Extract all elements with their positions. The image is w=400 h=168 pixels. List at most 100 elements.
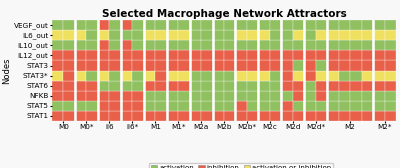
Bar (258, 60, 270, 71)
Bar (52, 20, 64, 30)
Bar (109, 71, 121, 81)
Bar (270, 71, 281, 81)
Bar (316, 101, 327, 111)
Bar (384, 101, 396, 111)
Bar (281, 60, 293, 71)
Bar (52, 101, 64, 111)
Bar (224, 40, 236, 50)
Bar (52, 91, 64, 101)
Bar (362, 20, 373, 30)
Bar (236, 20, 247, 30)
Bar (167, 60, 178, 71)
Bar (316, 91, 327, 101)
Bar (155, 30, 167, 40)
Bar (247, 50, 258, 60)
Bar (144, 20, 155, 30)
Bar (327, 91, 339, 101)
Bar (316, 81, 327, 91)
Bar (339, 111, 350, 121)
Bar (293, 71, 304, 81)
Bar (132, 60, 144, 71)
Bar (304, 71, 316, 81)
Bar (316, 71, 327, 81)
Bar (339, 71, 350, 81)
Bar (327, 30, 339, 40)
Bar (236, 60, 247, 71)
Bar (52, 50, 64, 60)
Bar (384, 40, 396, 50)
Bar (224, 81, 236, 91)
Bar (121, 101, 132, 111)
Bar (350, 20, 362, 30)
Bar (362, 60, 373, 71)
Bar (304, 20, 316, 30)
Bar (52, 40, 64, 50)
Bar (121, 71, 132, 81)
Bar (224, 91, 236, 101)
Bar (212, 50, 224, 60)
Bar (155, 111, 167, 121)
Bar (384, 91, 396, 101)
Bar (212, 40, 224, 50)
Bar (304, 50, 316, 60)
Bar (109, 20, 121, 30)
Bar (304, 111, 316, 121)
Bar (293, 101, 304, 111)
Bar (373, 111, 384, 121)
Bar (75, 111, 86, 121)
Bar (350, 91, 362, 101)
Bar (362, 101, 373, 111)
Bar (86, 101, 98, 111)
Bar (75, 60, 86, 71)
Bar (98, 91, 109, 101)
Bar (64, 101, 75, 111)
Bar (144, 111, 155, 121)
Bar (75, 50, 86, 60)
Bar (109, 50, 121, 60)
Bar (132, 40, 144, 50)
Bar (327, 60, 339, 71)
Bar (167, 50, 178, 60)
Bar (373, 81, 384, 91)
Bar (327, 81, 339, 91)
Bar (281, 20, 293, 30)
Bar (224, 71, 236, 81)
Bar (258, 50, 270, 60)
Bar (224, 60, 236, 71)
Bar (144, 101, 155, 111)
Bar (339, 20, 350, 30)
Bar (270, 30, 281, 40)
Bar (316, 40, 327, 50)
Bar (144, 50, 155, 60)
Bar (224, 20, 236, 30)
Bar (236, 50, 247, 60)
Bar (144, 40, 155, 50)
Bar (109, 60, 121, 71)
Bar (304, 30, 316, 40)
Bar (121, 81, 132, 91)
Bar (167, 111, 178, 121)
Bar (270, 40, 281, 50)
Bar (281, 40, 293, 50)
Bar (86, 30, 98, 40)
Bar (178, 111, 190, 121)
Bar (212, 91, 224, 101)
Bar (201, 30, 212, 40)
Bar (167, 101, 178, 111)
Bar (132, 91, 144, 101)
Bar (350, 30, 362, 40)
Bar (327, 101, 339, 111)
Bar (293, 50, 304, 60)
Bar (270, 91, 281, 101)
Bar (236, 81, 247, 91)
Bar (190, 20, 201, 30)
Bar (167, 71, 178, 81)
Bar (350, 50, 362, 60)
Bar (236, 40, 247, 50)
Bar (384, 50, 396, 60)
Bar (212, 101, 224, 111)
Bar (121, 50, 132, 60)
Bar (270, 101, 281, 111)
Bar (155, 91, 167, 101)
Bar (178, 71, 190, 81)
